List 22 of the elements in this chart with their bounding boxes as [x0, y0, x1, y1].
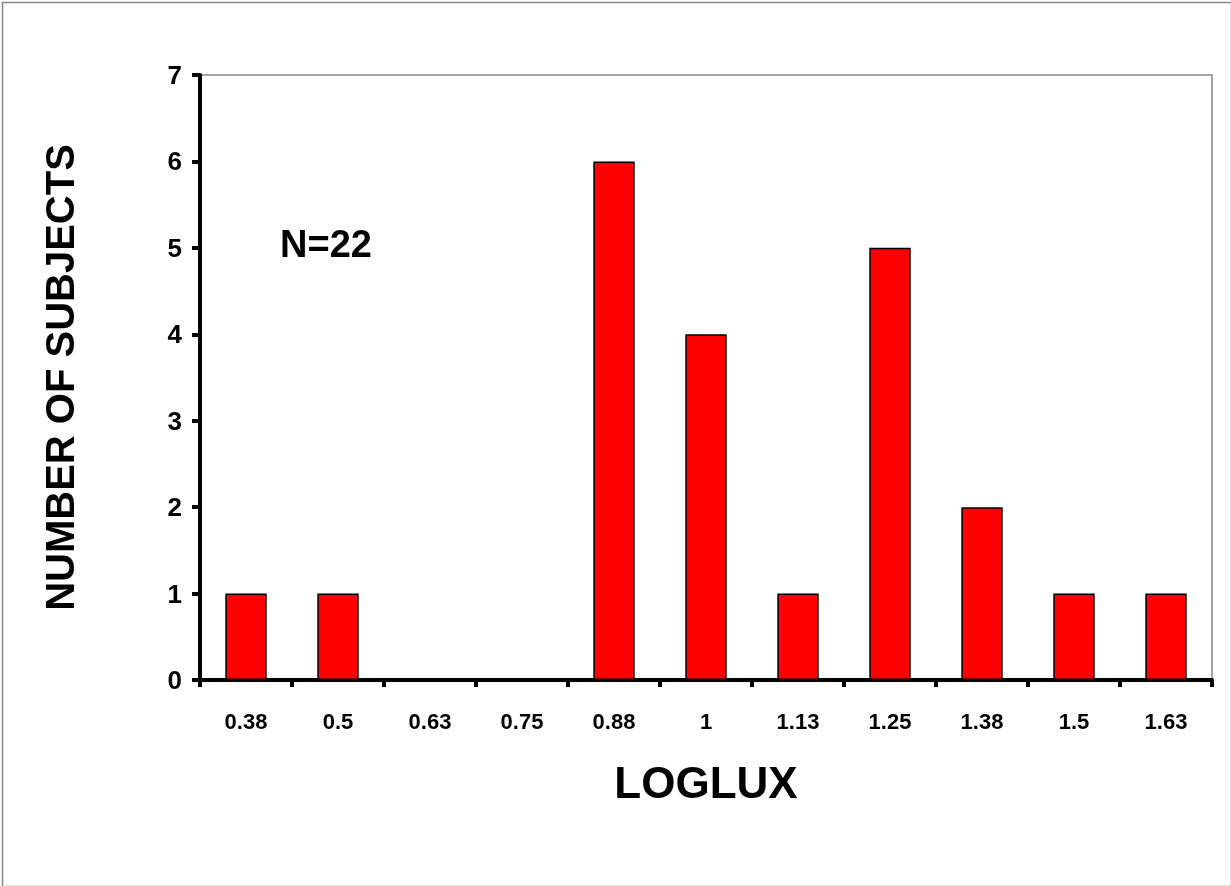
x-axis-title: LOGLUX [614, 757, 798, 807]
y-tick-label: 5 [167, 232, 182, 263]
x-tick-label: 0.5 [322, 708, 354, 734]
x-tick-label: 1.25 [868, 708, 912, 734]
x-tick-label: 1.5 [1058, 708, 1090, 734]
y-tick-label: 2 [167, 492, 182, 523]
x-tick-label: 0.75 [500, 708, 544, 734]
y-tick-label: 3 [167, 405, 182, 436]
x-tick-label: 0.63 [408, 708, 452, 734]
y-tick-label: 4 [167, 319, 183, 350]
x-tick-label: 0.88 [592, 708, 636, 734]
x-tick-label: 0.38 [224, 708, 268, 734]
y-tick-label: 0 [167, 665, 182, 695]
y-tick-label: 7 [167, 60, 182, 90]
annotation: N=22 [280, 223, 372, 265]
x-tick-label: 1.13 [776, 708, 820, 734]
x-tick-label: 1.63 [1144, 708, 1188, 734]
y-tick-label: 1 [167, 578, 182, 609]
y-axis-title: NUMBER OF SUBJECTS [38, 144, 82, 611]
x-tick-label: 1 [699, 708, 713, 734]
x-tick-label: 1.38 [960, 708, 1004, 734]
y-tick-label: 6 [167, 146, 182, 177]
